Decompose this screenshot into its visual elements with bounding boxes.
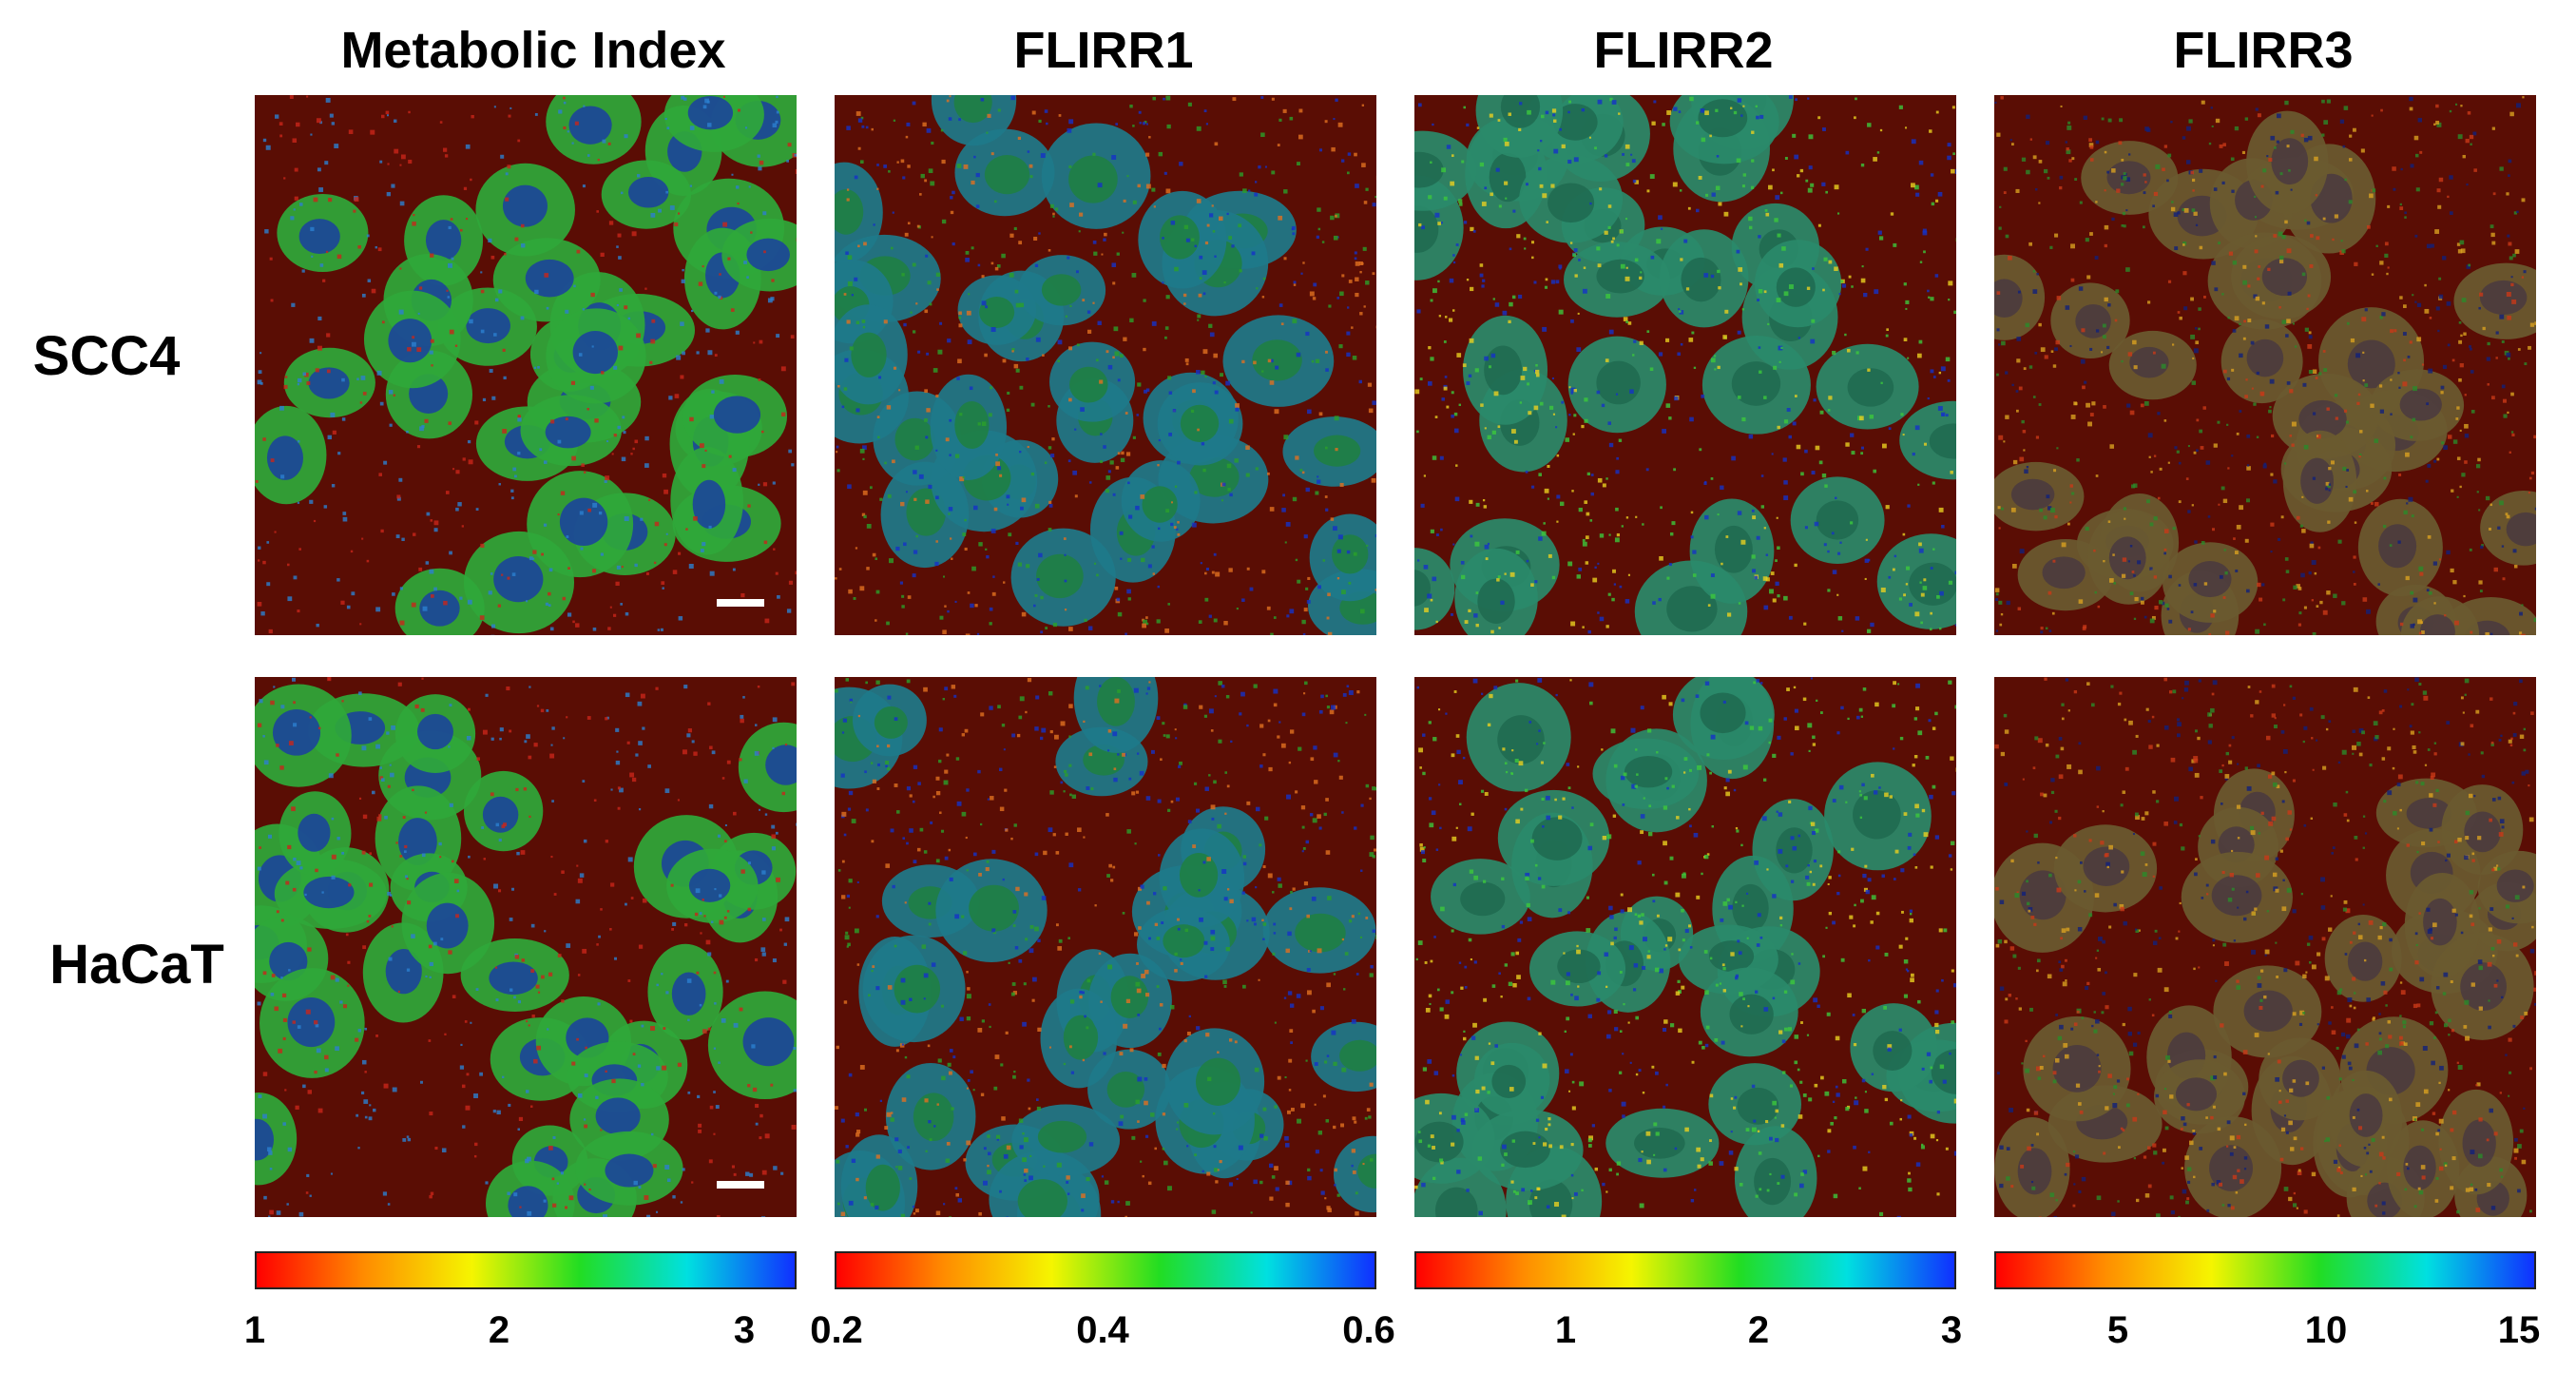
colorbar-flirr3 <box>1994 1251 2536 1289</box>
cell-texture <box>1994 677 2536 1217</box>
colorbar-tick: 3 <box>733 1309 756 1351</box>
cell-texture <box>835 677 1376 1217</box>
column-title-flirr3: FLIRR3 <box>2173 22 2354 79</box>
row-label-hacat: HaCaT <box>49 934 224 996</box>
column-title-flirr1: FLIRR1 <box>1013 22 1194 79</box>
image-scc4-flirr1 <box>835 95 1376 635</box>
colorbar-tick: 15 <box>2497 1309 2541 1351</box>
image-hacat-flirr3 <box>1994 677 2536 1217</box>
colorbar-tick: 2 <box>1747 1309 1770 1351</box>
image-hacat-flirr1 <box>835 677 1376 1217</box>
image-hacat-flirr2 <box>1414 677 1956 1217</box>
image-hacat-metabolic-index <box>255 677 797 1217</box>
image-scc4-flirr2 <box>1414 95 1956 635</box>
column-title-metabolic-index: Metabolic Index <box>340 22 726 79</box>
colorbar-flirr2 <box>1414 1251 1956 1289</box>
colorbar-tick: 10 <box>2304 1309 2348 1351</box>
column-title-flirr2: FLIRR2 <box>1593 22 1774 79</box>
colorbar-metabolic-index <box>255 1251 797 1289</box>
colorbar-tick: 5 <box>2106 1309 2129 1351</box>
scale-bar <box>717 1181 764 1189</box>
colorbar-tick: 3 <box>1940 1309 1963 1351</box>
cell-texture <box>1414 95 1956 635</box>
cell-texture <box>1994 95 2536 635</box>
colorbar-flirr1 <box>835 1251 1376 1289</box>
cell-texture <box>255 95 797 635</box>
row-label-scc4: SCC4 <box>32 325 181 387</box>
cell-texture <box>1414 677 1956 1217</box>
colorbar-tick: 0.4 <box>1076 1309 1129 1351</box>
colorbar-tick: 1 <box>243 1309 266 1351</box>
cell-texture <box>255 677 797 1217</box>
colorbar-tick: 0.6 <box>1342 1309 1395 1351</box>
image-scc4-metabolic-index <box>255 95 797 635</box>
image-scc4-flirr3 <box>1994 95 2536 635</box>
scale-bar <box>717 599 764 607</box>
colorbar-tick: 2 <box>488 1309 510 1351</box>
colorbar-tick: 0.2 <box>810 1309 863 1351</box>
cell-texture <box>835 95 1376 635</box>
colorbar-tick: 1 <box>1554 1309 1577 1351</box>
